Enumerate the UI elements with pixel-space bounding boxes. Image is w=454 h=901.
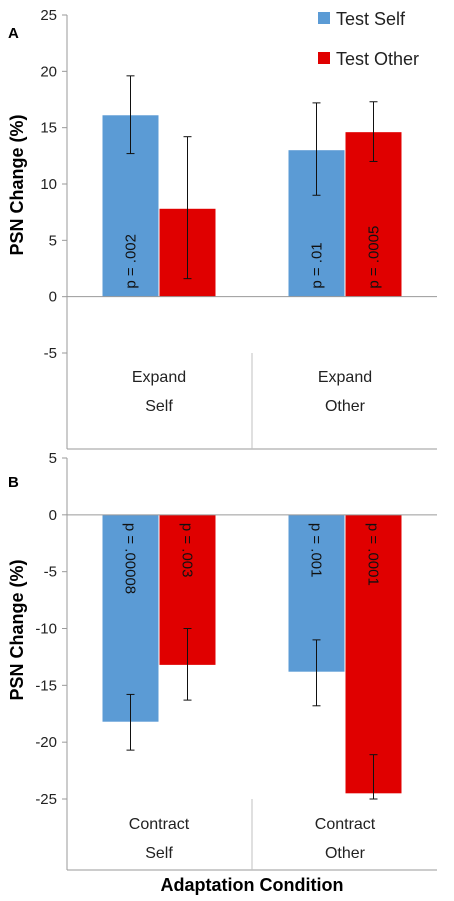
panel-label: A xyxy=(8,25,19,42)
p-value-label: p = .0005 xyxy=(366,226,383,289)
legend-entry: Test Self xyxy=(336,9,406,29)
p-value-label: p = .002 xyxy=(123,234,140,289)
category-label: Other xyxy=(325,845,366,862)
y-tick-label: 5 xyxy=(49,450,57,467)
y-axis-title: PSN Change (%) xyxy=(7,114,27,255)
category-label: Expand xyxy=(132,369,186,386)
p-value-label: p = .0001 xyxy=(365,523,382,586)
y-tick-label: 0 xyxy=(49,507,57,524)
legend-swatch xyxy=(318,52,330,64)
category-label: Contract xyxy=(315,816,376,833)
y-tick-label: -5 xyxy=(44,564,57,581)
bar xyxy=(102,514,159,722)
y-tick-label: -5 xyxy=(44,345,57,362)
p-value-label: p = .001 xyxy=(308,523,325,578)
y-tick-label: 10 xyxy=(40,176,57,193)
y-tick-label: 5 xyxy=(49,232,57,249)
category-label: Other xyxy=(325,398,366,415)
p-value-label: p = .003 xyxy=(179,523,196,578)
panel-label: B xyxy=(8,474,19,491)
category-label: Self xyxy=(145,398,173,415)
y-tick-label: 15 xyxy=(40,120,57,137)
category-label: Expand xyxy=(318,369,372,386)
category-label: Contract xyxy=(129,816,190,833)
y-tick-label: -25 xyxy=(35,791,57,808)
x-axis-title: Adaptation Condition xyxy=(161,875,344,895)
y-tick-label: -10 xyxy=(35,621,57,638)
y-axis-title: PSN Change (%) xyxy=(7,559,27,700)
legend-swatch xyxy=(318,12,330,24)
y-tick-label: -15 xyxy=(35,677,57,694)
p-value-label: p = .01 xyxy=(309,242,326,288)
y-tick-label: -20 xyxy=(35,734,57,751)
y-tick-label: 0 xyxy=(49,289,57,306)
y-tick-label: 25 xyxy=(40,7,57,24)
category-label: Self xyxy=(145,845,173,862)
p-value-label: p = .00008 xyxy=(122,523,139,594)
y-tick-label: 20 xyxy=(40,63,57,80)
legend-entry: Test Other xyxy=(336,49,419,69)
bar xyxy=(345,514,402,794)
